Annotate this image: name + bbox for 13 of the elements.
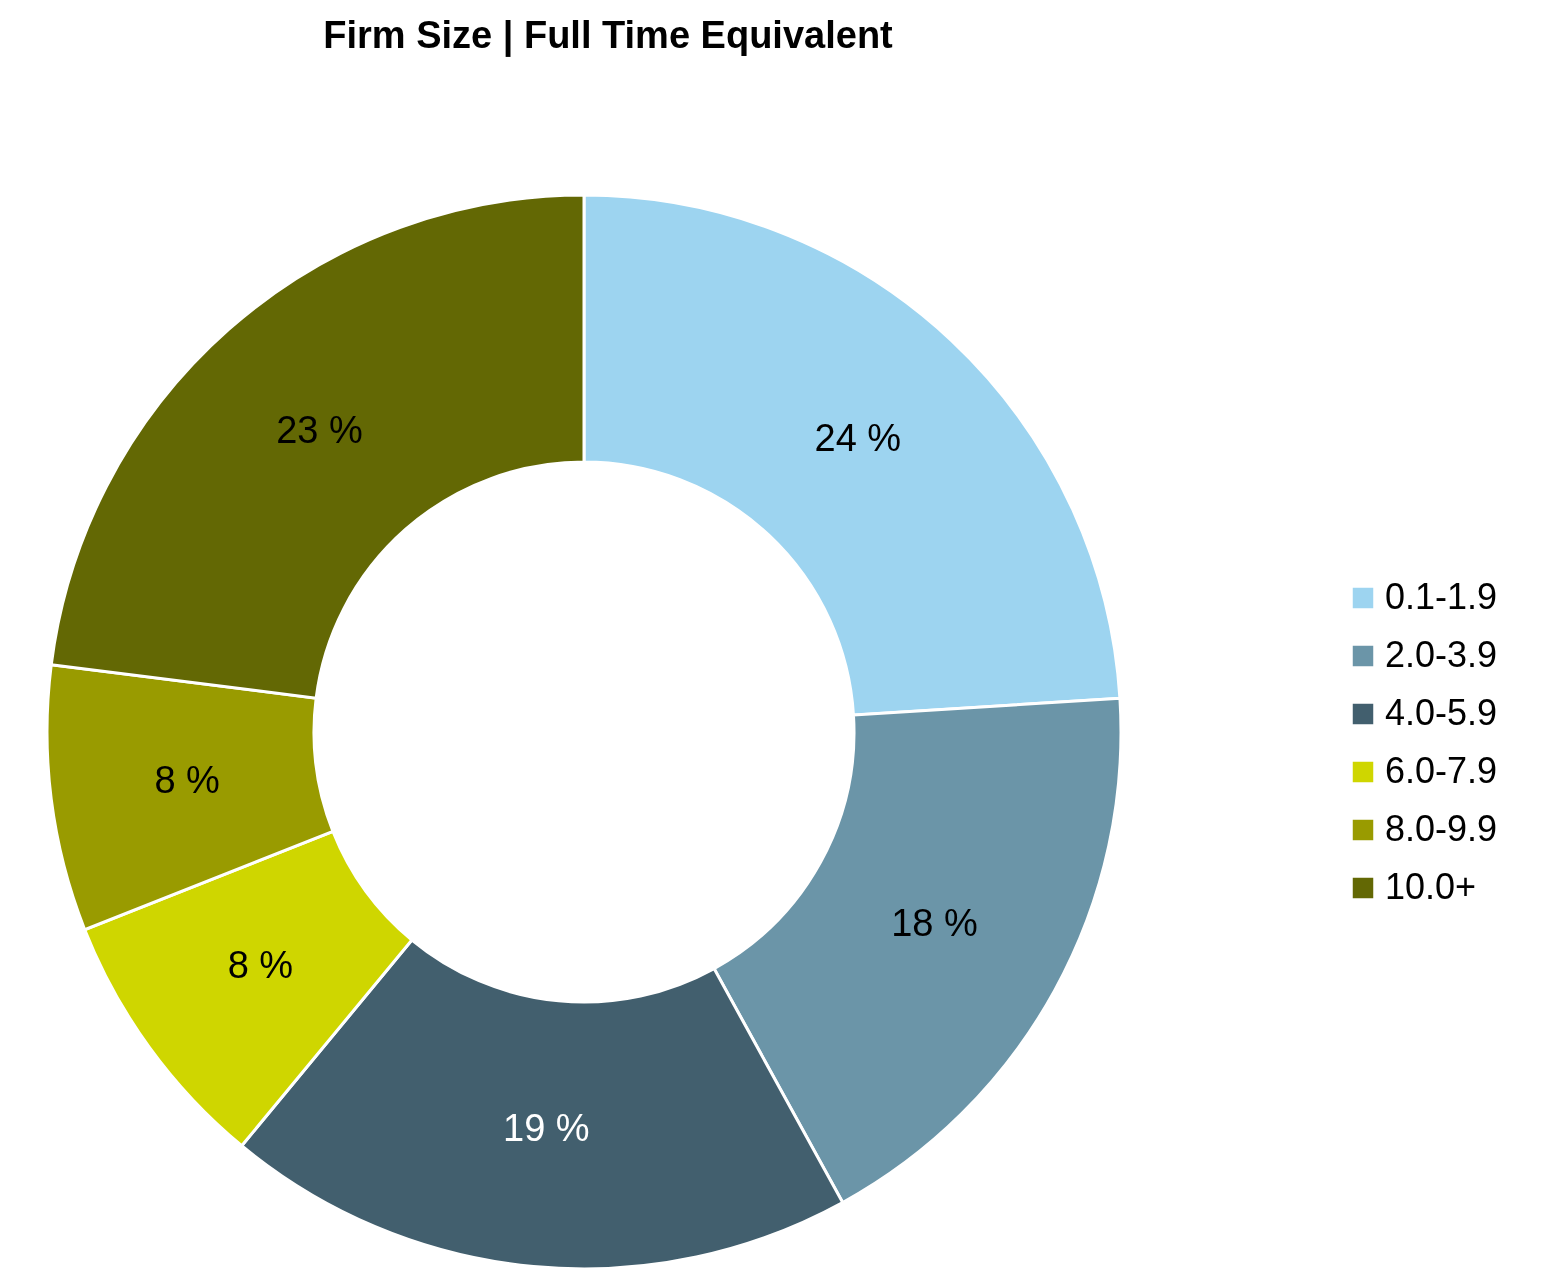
data-label: 18 % — [891, 901, 978, 944]
data-label: 8 % — [227, 944, 294, 987]
legend-label: 0.1-1.9 — [1385, 576, 1498, 617]
data-label: 23 % — [276, 408, 363, 451]
legend-label: 8.0-9.9 — [1385, 808, 1498, 849]
legend-label: 4.0-5.9 — [1385, 692, 1498, 733]
data-label: 24 % — [814, 417, 902, 460]
data-label: 19 % — [503, 1107, 590, 1150]
data-label: 8 % — [154, 759, 220, 802]
legend-label: 2.0-3.9 — [1385, 634, 1498, 675]
legend-label: 6.0-7.9 — [1385, 750, 1498, 791]
chart-title: Firm Size | Full Time Equivalent — [323, 14, 894, 57]
legend-label: 10.0+ — [1385, 866, 1477, 907]
